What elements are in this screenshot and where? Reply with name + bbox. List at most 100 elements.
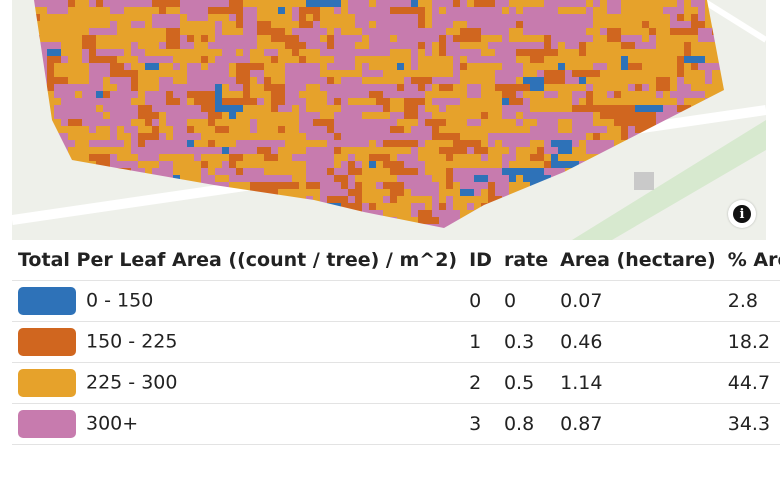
field-cell — [432, 77, 439, 84]
field-cell — [236, 98, 243, 105]
field-cell — [47, 56, 54, 63]
field-cell — [355, 70, 362, 77]
field-cell — [530, 7, 537, 14]
field-cell — [607, 119, 614, 126]
field-cell — [96, 28, 103, 35]
field-cell — [243, 56, 250, 63]
field-cell — [565, 49, 572, 56]
field-cell — [250, 42, 257, 49]
field-cell — [348, 49, 355, 56]
field-cell — [320, 63, 327, 70]
field-cell — [236, 0, 243, 7]
field-cell — [376, 35, 383, 42]
field-cell — [481, 21, 488, 28]
map-view[interactable]: i — [12, 0, 766, 240]
field-cell — [348, 126, 355, 133]
road-line-2 — [700, 0, 766, 43]
field-cell — [495, 119, 502, 126]
field-cell — [432, 35, 439, 42]
field-cell — [285, 49, 292, 56]
field-cell — [509, 168, 516, 175]
field-cell — [292, 14, 299, 21]
field-cell — [201, 154, 208, 161]
field-cell — [544, 14, 551, 21]
field-cell — [453, 147, 460, 154]
field-cell — [537, 140, 544, 147]
field-cell — [334, 119, 341, 126]
field-cell — [159, 133, 166, 140]
field-cell — [299, 77, 306, 84]
field-cell — [488, 112, 495, 119]
field-cell — [474, 42, 481, 49]
field-cell — [614, 140, 621, 147]
field-cell — [124, 140, 131, 147]
field-cell — [425, 147, 432, 154]
field-cell — [89, 14, 96, 21]
field-cell — [467, 126, 474, 133]
field-cell — [152, 168, 159, 175]
field-cell — [285, 119, 292, 126]
field-cell — [425, 91, 432, 98]
table-row[interactable]: 150 - 225 1 0.3 0.46 18.2 — [12, 321, 780, 363]
field-cell — [411, 175, 418, 182]
field-cell — [453, 154, 460, 161]
field-cell — [502, 112, 509, 119]
field-cell — [523, 161, 530, 168]
field-cell — [110, 140, 117, 147]
field-cell — [516, 0, 523, 7]
info-icon: i — [733, 205, 751, 223]
map-canvas[interactable] — [12, 0, 766, 240]
field-cell — [551, 63, 558, 70]
field-cell — [467, 161, 474, 168]
field-cell — [544, 119, 551, 126]
field-cell — [264, 77, 271, 84]
table-row[interactable]: 225 - 300 2 0.5 1.14 44.7 — [12, 362, 780, 404]
field-cell — [82, 49, 89, 56]
field-cell — [397, 210, 404, 217]
table-row[interactable]: 0 - 150 0 0 0.07 2.8 — [12, 280, 780, 322]
field-cell — [334, 84, 341, 91]
field-cell — [222, 98, 229, 105]
field-cell — [376, 0, 383, 7]
field-cell — [75, 84, 82, 91]
field-cell — [467, 119, 474, 126]
field-cell — [299, 91, 306, 98]
field-cell — [397, 196, 404, 203]
table-row[interactable]: 300+ 3 0.8 0.87 34.3 — [12, 403, 780, 445]
field-cell — [138, 63, 145, 70]
field-cell — [565, 42, 572, 49]
field-cell — [159, 21, 166, 28]
field-cell — [306, 182, 313, 189]
field-cell — [621, 0, 628, 7]
field-cell — [208, 42, 215, 49]
field-cell — [180, 168, 187, 175]
field-cell — [355, 189, 362, 196]
field-cell — [75, 77, 82, 84]
field-cell — [656, 21, 663, 28]
field-cell — [229, 70, 236, 77]
field-cell — [530, 63, 537, 70]
field-cell — [292, 35, 299, 42]
field-cell — [229, 35, 236, 42]
field-cell — [425, 28, 432, 35]
field-cell — [278, 42, 285, 49]
info-button[interactable]: i — [728, 200, 756, 228]
field-cell — [313, 105, 320, 112]
field-cell — [138, 147, 145, 154]
field-cell — [40, 35, 47, 42]
field-cell — [691, 98, 698, 105]
field-cell — [103, 7, 110, 14]
field-cell — [509, 98, 516, 105]
field-cell — [586, 0, 593, 7]
field-cell — [110, 49, 117, 56]
field-cell — [180, 147, 187, 154]
field-cell — [61, 84, 68, 91]
field-cell — [159, 84, 166, 91]
field-cell — [369, 63, 376, 70]
field-cell — [208, 63, 215, 70]
field-cell — [628, 63, 635, 70]
field-cell — [523, 49, 530, 56]
field-cell — [313, 112, 320, 119]
class-label: 150 - 225 — [86, 330, 178, 353]
field-cell — [649, 0, 656, 7]
